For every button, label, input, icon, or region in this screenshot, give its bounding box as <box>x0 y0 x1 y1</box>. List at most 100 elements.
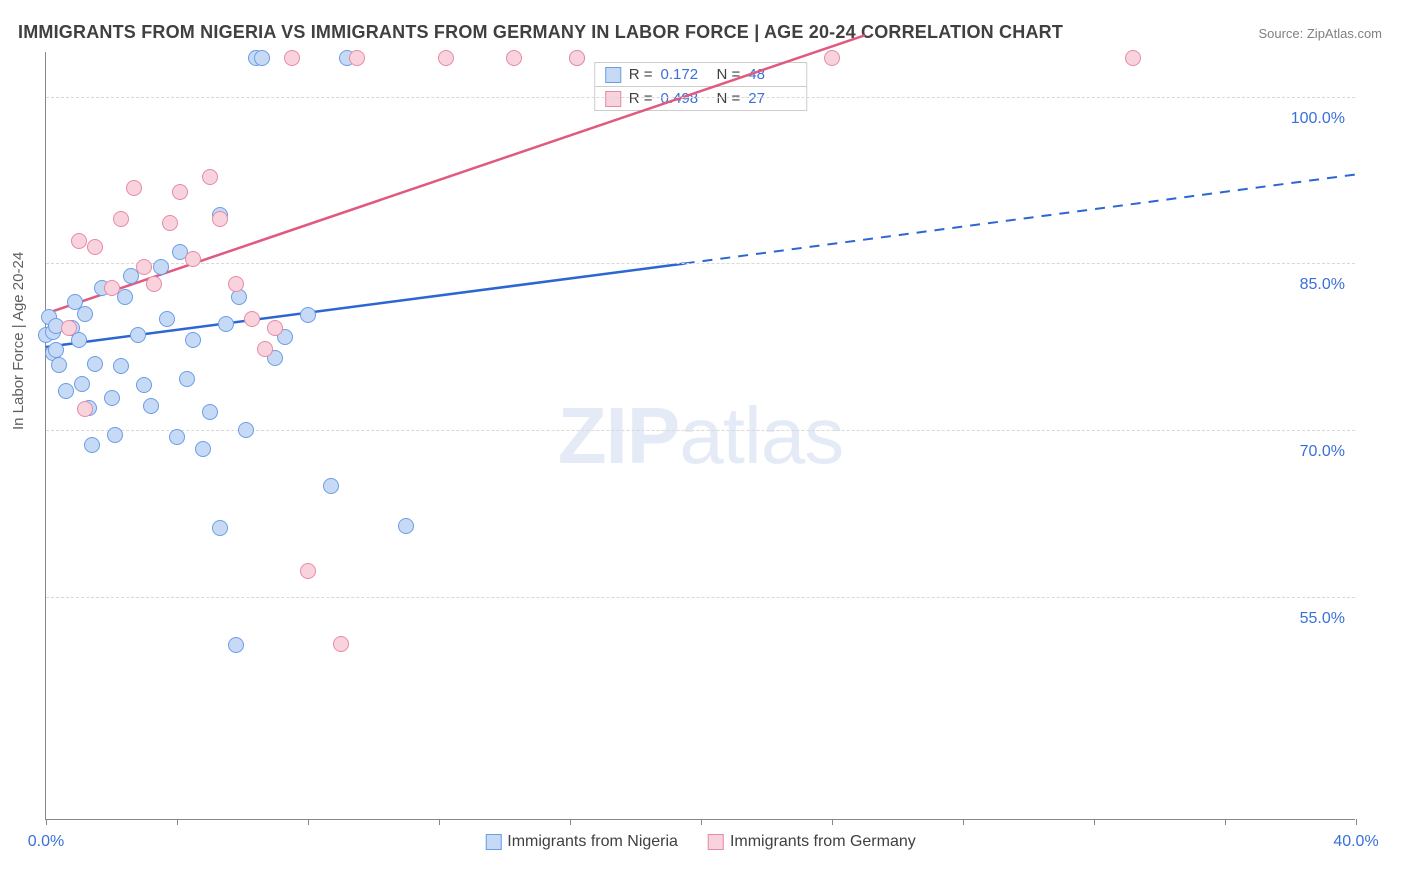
scatter-point <box>136 377 152 393</box>
scatter-point <box>104 390 120 406</box>
x-tick <box>46 819 47 825</box>
gridline <box>46 97 1355 98</box>
scatter-point <box>257 341 273 357</box>
correlation-r-label: R = <box>629 90 653 107</box>
scatter-point <box>162 215 178 231</box>
scatter-point <box>77 306 93 322</box>
x-tick <box>1225 819 1226 825</box>
source-attribution: Source: ZipAtlas.com <box>1258 26 1382 41</box>
x-tick <box>1356 819 1357 825</box>
scatter-point <box>185 251 201 267</box>
scatter-point <box>87 239 103 255</box>
scatter-point <box>104 280 120 296</box>
x-tick-label: 40.0% <box>1333 833 1378 851</box>
scatter-point <box>398 518 414 534</box>
x-tick <box>570 819 571 825</box>
scatter-point <box>179 371 195 387</box>
x-tick <box>963 819 964 825</box>
legend-item: Immigrants from Germany <box>708 833 916 851</box>
correlation-r-value: 0.498 <box>661 90 709 107</box>
scatter-point <box>130 327 146 343</box>
scatter-point <box>569 50 585 66</box>
legend-swatch <box>485 834 501 850</box>
scatter-point <box>136 259 152 275</box>
watermark-text: ZIPatlas <box>558 390 843 482</box>
scatter-point <box>212 211 228 227</box>
legend-swatch <box>605 67 621 83</box>
scatter-point <box>48 342 64 358</box>
series-legend: Immigrants from Nigeria Immigrants from G… <box>485 833 916 851</box>
gridline <box>46 263 1355 264</box>
scatter-point <box>824 50 840 66</box>
x-tick <box>1094 819 1095 825</box>
scatter-point <box>172 184 188 200</box>
legend-swatch <box>708 834 724 850</box>
scatter-point <box>71 233 87 249</box>
scatter-point <box>506 50 522 66</box>
correlation-legend-row: R =0.172N =48 <box>595 63 807 87</box>
scatter-point <box>58 383 74 399</box>
y-axis-label: In Labor Force | Age 20-24 <box>10 252 27 430</box>
x-tick <box>308 819 309 825</box>
scatter-point <box>143 398 159 414</box>
scatter-point <box>107 427 123 443</box>
scatter-point <box>254 50 270 66</box>
correlation-r-label: R = <box>629 66 653 83</box>
scatter-point <box>113 211 129 227</box>
x-tick <box>177 819 178 825</box>
legend-label: Immigrants from Nigeria <box>507 833 678 851</box>
scatter-point <box>202 169 218 185</box>
scatter-point <box>117 289 133 305</box>
scatter-point <box>51 357 67 373</box>
scatter-point <box>126 180 142 196</box>
x-tick <box>832 819 833 825</box>
y-tick-label: 55.0% <box>1300 610 1345 628</box>
correlation-n-value: 48 <box>748 66 796 83</box>
correlation-n-value: 27 <box>748 90 796 107</box>
scatter-point <box>333 636 349 652</box>
scatter-point <box>146 276 162 292</box>
x-tick <box>439 819 440 825</box>
scatter-point <box>300 307 316 323</box>
scatter-point <box>300 563 316 579</box>
chart-title: IMMIGRANTS FROM NIGERIA VS IMMIGRANTS FR… <box>18 22 1063 43</box>
legend-label: Immigrants from Germany <box>730 833 916 851</box>
gridline <box>46 597 1355 598</box>
x-tick <box>701 819 702 825</box>
scatter-point <box>202 404 218 420</box>
scatter-point <box>238 422 254 438</box>
scatter-point <box>228 276 244 292</box>
y-tick-label: 70.0% <box>1300 443 1345 461</box>
y-tick-label: 100.0% <box>1291 110 1345 128</box>
correlation-legend: R = 0.172 N = 48 R = 0.498 N = 27 <box>594 62 808 111</box>
scatter-point <box>84 437 100 453</box>
scatter-point <box>212 520 228 536</box>
legend-swatch <box>605 91 621 107</box>
scatter-point <box>244 311 260 327</box>
correlation-r-value: 0.172 <box>661 66 709 83</box>
scatter-point <box>438 50 454 66</box>
scatter-point <box>195 441 211 457</box>
scatter-point <box>74 376 90 392</box>
scatter-point <box>267 320 283 336</box>
scatter-point <box>349 50 365 66</box>
scatter-point <box>159 311 175 327</box>
scatter-point <box>77 401 93 417</box>
scatter-point <box>61 320 77 336</box>
scatter-point <box>228 637 244 653</box>
x-tick-label: 0.0% <box>28 833 64 851</box>
scatter-point <box>169 429 185 445</box>
scatter-point <box>153 259 169 275</box>
legend-item: Immigrants from Nigeria <box>485 833 678 851</box>
scatter-point <box>284 50 300 66</box>
scatter-point <box>87 356 103 372</box>
scatter-point <box>218 316 234 332</box>
scatter-point <box>1125 50 1141 66</box>
scatter-point <box>323 478 339 494</box>
y-tick-label: 85.0% <box>1300 276 1345 294</box>
scatter-point <box>113 358 129 374</box>
correlation-n-label: N = <box>717 90 741 107</box>
scatter-point <box>185 332 201 348</box>
correlation-legend-row: R = 0.498 N = 27 <box>595 87 807 110</box>
plot-area: ZIPatlas R =0.172N =48R =0.498N =27 Immi… <box>45 52 1355 820</box>
